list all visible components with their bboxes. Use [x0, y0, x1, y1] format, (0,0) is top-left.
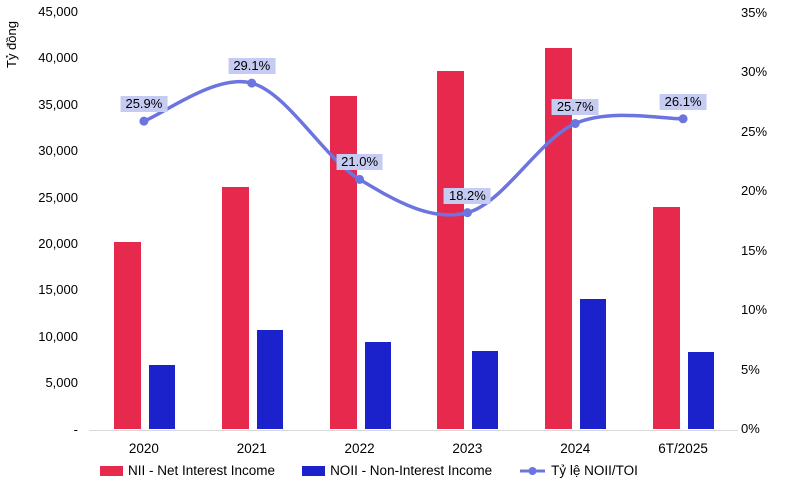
right-axis-tick: 10%	[741, 302, 768, 318]
bar-nii-2023	[437, 71, 465, 430]
right-axis-tick: 30%	[741, 64, 768, 80]
x-axis-label: 6T/2025	[658, 441, 708, 456]
right-axis-tick: 20%	[741, 183, 768, 199]
nii-legend-label: NII - Net Interest Income	[128, 463, 276, 478]
left-axis-tick: 45,000	[38, 4, 78, 19]
ratio-point-6T/2025	[678, 114, 688, 124]
x-axis-label: 2021	[236, 441, 267, 456]
left-axis-tick: 40,000	[38, 50, 78, 66]
ratio-data-label-2024: 25.7%	[551, 98, 599, 115]
right-axis-tick: 5%	[741, 361, 760, 377]
left-axis-tick: 35,000	[38, 96, 78, 112]
left-axis-tick: 20,000	[38, 235, 78, 251]
x-axis-label: 2020	[128, 441, 159, 456]
left-axis-tick: 5,000	[45, 375, 78, 391]
left-axis-tick: 10,000	[38, 328, 78, 344]
bar-noii-2021	[256, 330, 283, 430]
bar-nii-6T/2025	[653, 206, 681, 430]
left-axis-tick: 30,000	[38, 143, 78, 159]
ratio-data-label-2022: 21.0%	[336, 154, 384, 171]
right-axis-tick: 15%	[741, 242, 768, 258]
legend-item-ratio: Tỷ lệ NOII/TOI	[519, 463, 638, 478]
bar-noii-2024	[580, 298, 607, 430]
nii-legend-swatch	[100, 465, 123, 476]
left-axis-tick: -	[73, 421, 78, 437]
bar-nii-2020	[113, 242, 141, 430]
legend-item-nii: NII - Net Interest Income	[100, 463, 275, 478]
bar-noii-2022	[364, 342, 391, 430]
ratio-legend-label: Tỷ lệ NOII/TOI	[551, 463, 638, 478]
left-axis-tick: 25,000	[38, 189, 78, 205]
bar-noii-6T/2025	[688, 351, 715, 430]
bar-noii-2023	[472, 350, 499, 430]
right-axis-tick: 25%	[741, 123, 768, 139]
bar-nii-2022	[329, 96, 357, 430]
legend-item-noii: NOII - Non-Interest Income	[302, 463, 492, 478]
ratio-data-label-6T/2025: 26.1%	[659, 93, 707, 110]
x-axis-label: 2024	[560, 441, 591, 456]
ratio-data-label-2021: 29.1%	[228, 58, 276, 75]
ratio-point-2020	[139, 116, 149, 126]
right-axis-tick: 0%	[741, 421, 760, 436]
x-axis-label: 2022	[344, 441, 375, 456]
right-axis-tick: 35%	[741, 5, 768, 20]
x-axis-line	[89, 429, 738, 431]
ratio-data-label-2020: 25.9%	[120, 96, 168, 113]
bar-noii-2020	[148, 364, 175, 430]
legend: NII - Net Interest Income NOII - Non-Int…	[100, 463, 638, 478]
left-axis-tick: 15,000	[38, 282, 78, 298]
ratio-data-label-2023: 18.2%	[443, 187, 491, 204]
noii-legend-swatch	[302, 465, 326, 476]
ratio-point-2021	[247, 78, 257, 88]
noii-legend-label: NOII - Non-Interest Income	[330, 463, 493, 478]
ratio-line-legend-swatch	[520, 466, 546, 475]
bar-nii-2021	[221, 187, 249, 430]
x-axis-label: 2023	[452, 441, 483, 456]
